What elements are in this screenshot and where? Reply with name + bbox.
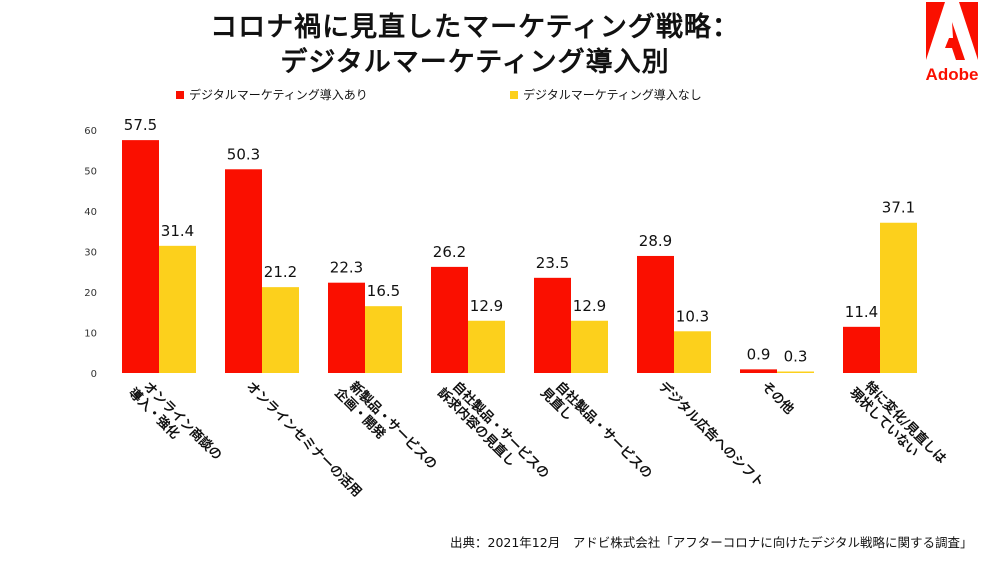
legend-item-with-dm: デジタルマーケティング導入あり [176, 86, 368, 103]
adobe-logo-left-mark [926, 2, 945, 60]
chart-title-line-1: コロナ禍に見直したマーケティング戦略： [210, 12, 740, 43]
value-label: 21.2 [264, 263, 297, 281]
legend-swatch-yellow [510, 90, 518, 99]
value-label: 23.5 [536, 254, 569, 272]
value-label: 26.2 [433, 243, 466, 261]
bar [777, 371, 814, 373]
value-label: 22.3 [330, 259, 363, 277]
value-label: 12.9 [470, 297, 503, 315]
bar [880, 222, 917, 373]
bar [159, 245, 196, 373]
bar [571, 320, 608, 373]
value-label: 57.5 [124, 116, 157, 134]
bar [431, 266, 468, 373]
adobe-logo: Adobe [926, 2, 979, 84]
bar [122, 140, 159, 373]
value-label: 50.3 [227, 145, 260, 163]
bar [674, 331, 711, 373]
legend-swatch-red [176, 90, 184, 99]
y-tick-label: 30 [84, 248, 97, 259]
value-label: 31.4 [161, 222, 194, 240]
x-tick-label-line: 自社製品・サービスの [449, 379, 552, 482]
legend-label: デジタルマーケティング導入あり [189, 88, 368, 102]
y-tick-label: 20 [84, 288, 97, 299]
x-tick-label: デジタル広告へのシフト [655, 379, 767, 491]
x-tick-label: その他 [758, 379, 797, 418]
bar [740, 369, 777, 373]
adobe-logo-right-mark [959, 2, 978, 60]
chart-title: コロナ禍に見直したマーケティング戦略： デジタルマーケティング導入別 [150, 10, 800, 80]
adobe-logo-text: Adobe [926, 65, 979, 84]
bar [468, 320, 505, 373]
y-tick-label: 40 [84, 207, 97, 218]
bar [225, 169, 262, 373]
value-label: 0.3 [784, 348, 808, 366]
bar [637, 255, 674, 373]
y-tick-label: 60 [84, 126, 97, 137]
legend-label: デジタルマーケティング導入なし [523, 88, 702, 102]
bar [843, 326, 880, 373]
y-tick-label: 0 [91, 369, 97, 380]
x-tick-label-line: 新製品・サービスの [346, 379, 440, 473]
chart-title-line-2: デジタルマーケティング導入別 [280, 47, 670, 78]
x-tick-label-line: 自社製品・サービスの [552, 379, 655, 482]
bar [534, 277, 571, 373]
value-label: 28.9 [639, 232, 672, 250]
source-note: 出典：2021年12月 アドビ株式会社「アフターコロナに向けたデジタル戦略に関す… [450, 535, 973, 550]
value-label: 11.4 [845, 303, 878, 321]
value-label: 37.1 [882, 199, 915, 217]
value-label: 10.3 [676, 307, 709, 325]
value-label: 0.9 [747, 345, 771, 363]
x-tick-label-line: デジタル広告へのシフト [655, 379, 767, 491]
bar [328, 282, 365, 373]
value-label: 12.9 [573, 297, 606, 315]
legend-item-without-dm: デジタルマーケティング導入なし [510, 86, 702, 103]
adobe-logo-center-mark [945, 22, 965, 60]
y-tick-label: 50 [84, 167, 97, 178]
x-tick-label-line: その他 [758, 379, 797, 418]
value-label: 16.5 [367, 282, 400, 300]
bar [365, 306, 402, 373]
y-tick-label: 10 [84, 329, 97, 340]
bar [262, 287, 299, 373]
